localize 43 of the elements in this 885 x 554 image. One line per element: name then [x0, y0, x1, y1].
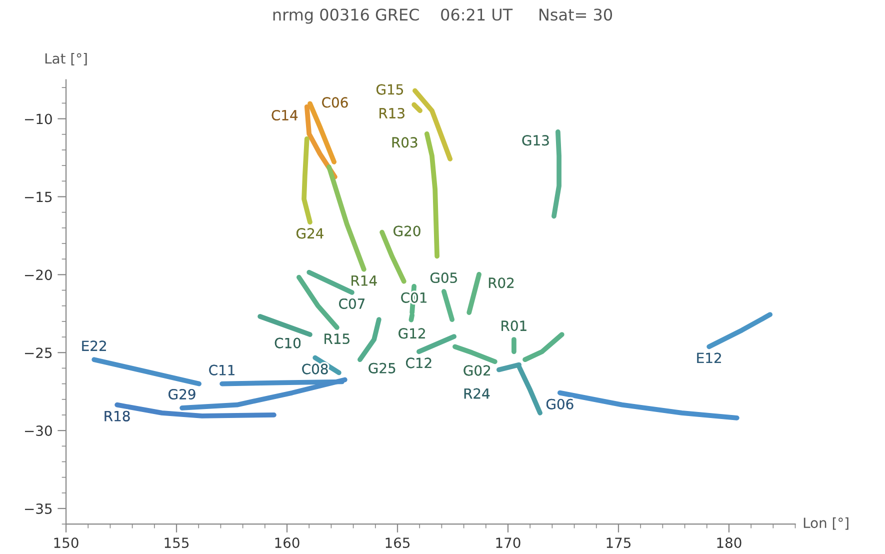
series-label: C10 — [274, 338, 301, 348]
series-label: R15 — [324, 334, 350, 344]
y-tick-label: −20 — [24, 270, 52, 280]
series-label: C08 — [302, 364, 328, 374]
series-label: C06 — [322, 97, 348, 108]
y-tick-label: −10 — [24, 114, 52, 124]
x-axis-title: Lon [°] — [804, 517, 848, 530]
y-axis-title: Lat [°] — [45, 53, 87, 66]
x-tick-label: 180 — [717, 538, 742, 548]
series-label: R13 — [380, 108, 404, 118]
series-label: C11 — [209, 364, 234, 376]
y-tick-label: −35 — [24, 503, 52, 514]
x-tick-label: 160 — [275, 538, 300, 548]
y-tick-label: −30 — [24, 426, 52, 436]
series-label: E22 — [82, 340, 106, 351]
series-label: G06 — [546, 398, 574, 410]
series-label: E12 — [697, 352, 721, 364]
series-label: G25 — [368, 362, 396, 374]
series-label: G20 — [394, 226, 420, 236]
series-label: C14 — [272, 110, 298, 120]
series-label: G15 — [376, 84, 403, 95]
series-label: R24 — [464, 388, 490, 399]
x-tick-label: 170 — [496, 538, 520, 548]
series-label: C12 — [406, 358, 432, 368]
x-tick-label: 155 — [164, 538, 189, 548]
series-label: G24 — [296, 228, 324, 239]
series-label: R03 — [392, 137, 418, 148]
y-tick-label: −25 — [24, 348, 52, 358]
x-tick-label: 175 — [606, 538, 631, 548]
series-label: R02 — [488, 278, 514, 288]
series-label: R01 — [502, 320, 526, 332]
chart-title: nrmg 00316 GREC 06:21 UT Nsat= 30 — [273, 8, 612, 24]
y-tick-label: −15 — [24, 192, 52, 202]
series-label: G12 — [398, 328, 425, 339]
x-tick-label: 165 — [386, 538, 410, 548]
series-label: R18 — [104, 410, 130, 422]
series-label: R14 — [352, 276, 377, 286]
series-label: G02 — [464, 365, 490, 376]
series-label: C07 — [339, 298, 364, 309]
x-tick-label: 150 — [54, 538, 78, 548]
series-label: G29 — [168, 388, 196, 400]
series-label: G13 — [522, 135, 549, 146]
series-label: G05 — [430, 272, 457, 284]
